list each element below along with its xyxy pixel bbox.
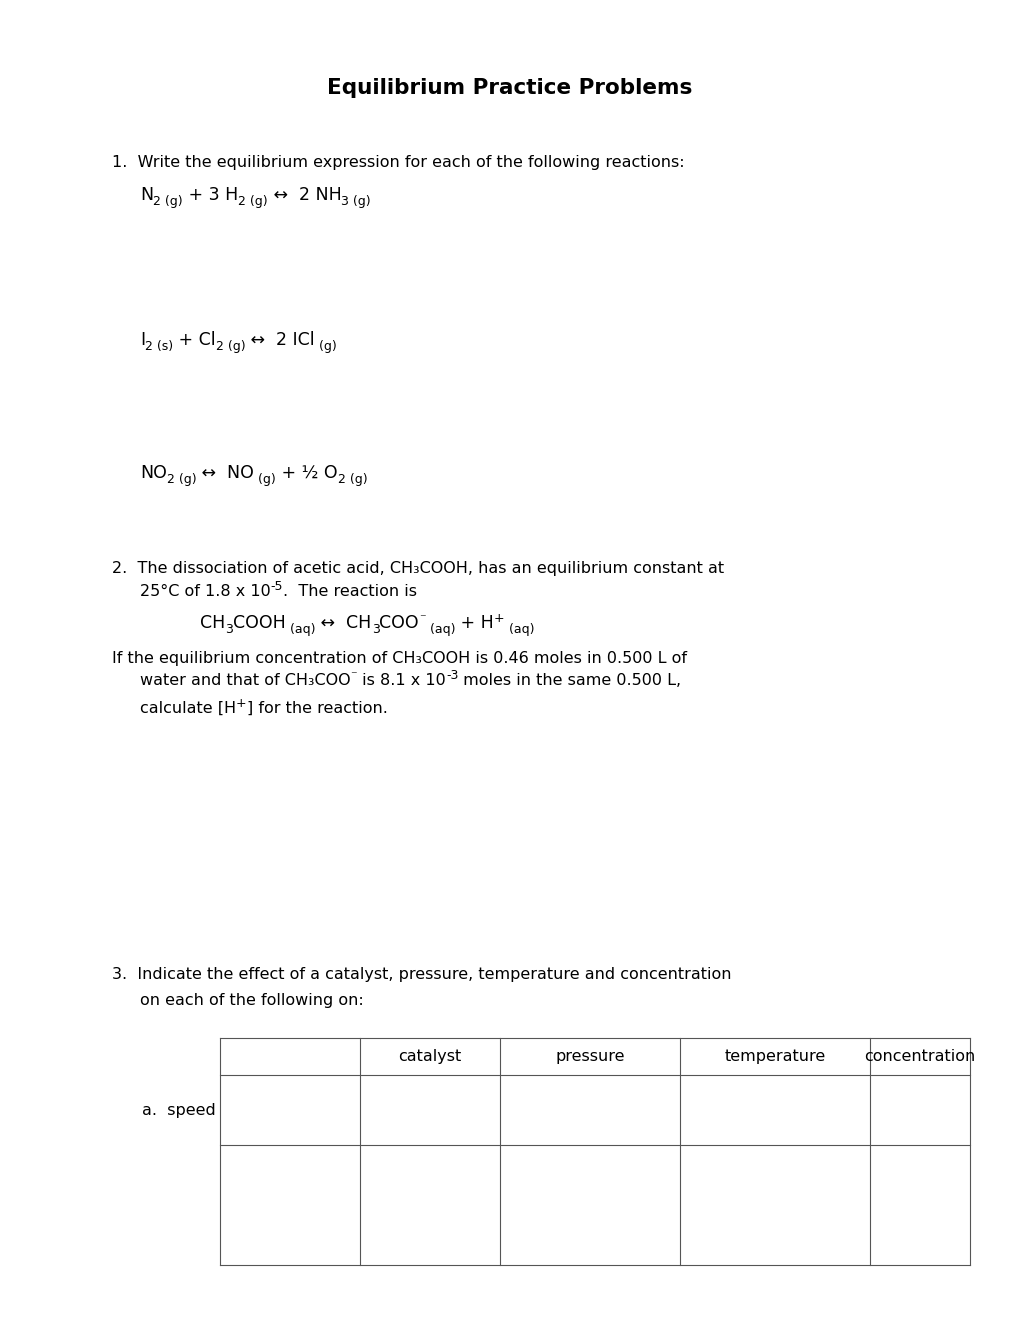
Text: 3.  Indicate the effect of a catalyst, pressure, temperature and concentration: 3. Indicate the effect of a catalyst, pr… bbox=[112, 968, 731, 982]
Text: 2 (g): 2 (g) bbox=[337, 473, 367, 486]
Text: water and that of CH₃COO: water and that of CH₃COO bbox=[140, 673, 351, 688]
Text: ⁻: ⁻ bbox=[419, 612, 425, 624]
Text: temperature: temperature bbox=[723, 1049, 824, 1064]
Text: catalyst: catalyst bbox=[398, 1049, 462, 1064]
Text: (g): (g) bbox=[315, 341, 336, 352]
Text: a.  speed: a. speed bbox=[142, 1102, 216, 1118]
Text: Equilibrium Practice Problems: Equilibrium Practice Problems bbox=[327, 78, 692, 98]
Text: 2.  The dissociation of acetic acid, CH₃COOH, has an equilibrium constant at: 2. The dissociation of acetic acid, CH₃C… bbox=[112, 561, 723, 576]
Text: 2 (g): 2 (g) bbox=[153, 195, 182, 209]
Text: -5: -5 bbox=[270, 579, 283, 593]
Text: 2 (s): 2 (s) bbox=[145, 341, 173, 352]
Text: 2 (g): 2 (g) bbox=[237, 195, 267, 209]
Text: (aq): (aq) bbox=[425, 623, 454, 636]
Text: 1.  Write the equilibrium expression for each of the following reactions:: 1. Write the equilibrium expression for … bbox=[112, 156, 684, 170]
Text: is 8.1 x 10: is 8.1 x 10 bbox=[357, 673, 445, 688]
Text: concentration: concentration bbox=[863, 1049, 974, 1064]
Text: 2 (g): 2 (g) bbox=[216, 341, 246, 352]
Text: pressure: pressure bbox=[554, 1049, 624, 1064]
Text: + Cl: + Cl bbox=[173, 331, 216, 348]
Text: +: + bbox=[493, 612, 504, 624]
Text: ↔  2 NH: ↔ 2 NH bbox=[267, 186, 341, 205]
Text: 3 (g): 3 (g) bbox=[341, 195, 371, 209]
Text: -3: -3 bbox=[445, 669, 458, 682]
Text: ↔  NO: ↔ NO bbox=[197, 465, 254, 482]
Text: .  The reaction is: . The reaction is bbox=[283, 583, 417, 599]
Text: + H: + H bbox=[454, 614, 493, 632]
Text: ↔  CH: ↔ CH bbox=[315, 614, 371, 632]
Text: ] for the reaction.: ] for the reaction. bbox=[247, 701, 387, 715]
Text: (aq): (aq) bbox=[504, 623, 534, 636]
Text: COO: COO bbox=[379, 614, 419, 632]
Text: (g): (g) bbox=[254, 473, 276, 486]
Text: on each of the following on:: on each of the following on: bbox=[140, 994, 364, 1008]
Text: I: I bbox=[140, 331, 145, 348]
Text: COOH: COOH bbox=[233, 614, 285, 632]
Text: 3: 3 bbox=[225, 623, 233, 636]
Text: NO: NO bbox=[140, 465, 167, 482]
Text: ⁻: ⁻ bbox=[351, 669, 357, 682]
Text: +: + bbox=[235, 697, 247, 710]
Text: calculate [H: calculate [H bbox=[140, 701, 235, 715]
Text: + ½ O: + ½ O bbox=[276, 465, 337, 482]
Text: 3: 3 bbox=[371, 623, 379, 636]
Text: N: N bbox=[140, 186, 153, 205]
Text: moles in the same 0.500 L,: moles in the same 0.500 L, bbox=[458, 673, 681, 688]
Text: 25°C of 1.8 x 10: 25°C of 1.8 x 10 bbox=[140, 583, 270, 599]
Text: 2 (g): 2 (g) bbox=[167, 473, 197, 486]
Text: If the equilibrium concentration of CH₃COOH is 0.46 moles in 0.500 L of: If the equilibrium concentration of CH₃C… bbox=[112, 651, 687, 665]
Text: (aq): (aq) bbox=[285, 623, 315, 636]
Text: ↔  2 ICl: ↔ 2 ICl bbox=[246, 331, 315, 348]
Text: CH: CH bbox=[200, 614, 225, 632]
Text: + 3 H: + 3 H bbox=[182, 186, 237, 205]
